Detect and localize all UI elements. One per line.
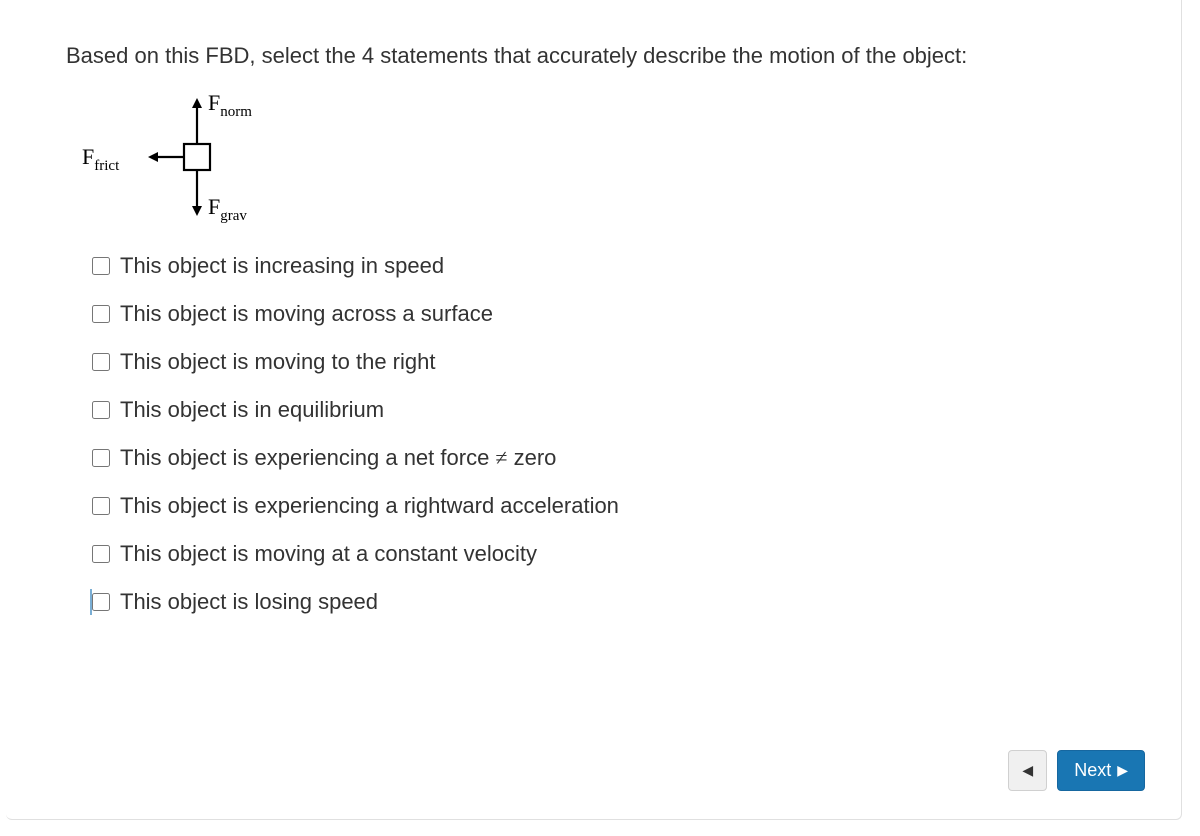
question-prompt: Based on this FBD, select the 4 statemen…	[66, 40, 1121, 72]
next-button-label: Next	[1074, 760, 1111, 781]
option-label-pre: This object is experiencing a net force	[120, 445, 495, 470]
option-row: This object is moving at a constant velo…	[92, 541, 1121, 567]
opt-increasing-speed-checkbox[interactable]	[92, 257, 110, 275]
option-row: This object is moving to the right	[92, 349, 1121, 375]
opt-equilibrium-checkbox[interactable]	[92, 401, 110, 419]
svg-text:Ffrict: Ffrict	[82, 144, 120, 174]
fbd-ffrict-main: F	[82, 144, 94, 169]
svg-text:Fnorm: Fnorm	[208, 90, 252, 120]
chevron-right-icon: ▶	[1117, 762, 1128, 779]
svg-text:Fgrav: Fgrav	[208, 194, 247, 224]
nav-buttons: ◀ Next ▶	[1008, 750, 1145, 791]
option-row: This object is moving across a surface	[92, 301, 1121, 327]
opt-constant-velocity-label: This object is moving at a constant velo…	[120, 541, 537, 567]
fbd-fgrav-sub: grav	[220, 208, 247, 224]
opt-equilibrium-label: This object is in equilibrium	[120, 397, 384, 423]
opt-constant-velocity-checkbox[interactable]	[92, 545, 110, 563]
options-list: This object is increasing in speed This o…	[92, 253, 1121, 615]
fbd-fgrav-main: F	[208, 194, 220, 219]
opt-net-force-checkbox[interactable]	[92, 449, 110, 467]
prev-button[interactable]: ◀	[1008, 750, 1047, 791]
opt-moving-right-checkbox[interactable]	[92, 353, 110, 371]
fbd-svg: Fnorm Ffrict Fgrav	[76, 86, 296, 226]
option-row: This object is losing speed	[90, 589, 1121, 615]
neq-symbol: ≠	[495, 445, 507, 470]
option-label-post: zero	[508, 445, 557, 470]
opt-increasing-speed-label: This object is increasing in speed	[120, 253, 444, 279]
option-row: This object is increasing in speed	[92, 253, 1121, 279]
question-panel: Based on this FBD, select the 4 statemen…	[6, 0, 1182, 820]
option-row: This object is experiencing a net force …	[92, 445, 1121, 471]
opt-rightward-accel-checkbox[interactable]	[92, 497, 110, 515]
opt-moving-surface-label: This object is moving across a surface	[120, 301, 493, 327]
opt-rightward-accel-label: This object is experiencing a rightward …	[120, 493, 619, 519]
opt-moving-right-label: This object is moving to the right	[120, 349, 435, 375]
fbd-fnorm-sub: norm	[220, 104, 252, 120]
option-row: This object is experiencing a rightward …	[92, 493, 1121, 519]
chevron-left-icon: ◀	[1022, 762, 1033, 779]
opt-moving-surface-checkbox[interactable]	[92, 305, 110, 323]
option-row: This object is in equilibrium	[92, 397, 1121, 423]
fbd-diagram: Fnorm Ffrict Fgrav	[76, 86, 1121, 231]
opt-losing-speed-checkbox[interactable]	[92, 593, 110, 611]
opt-losing-speed-label: This object is losing speed	[120, 589, 378, 615]
fbd-fnorm-main: F	[208, 90, 220, 115]
opt-net-force-label: This object is experiencing a net force …	[120, 445, 556, 471]
next-button[interactable]: Next ▶	[1057, 750, 1145, 791]
fbd-ffrict-sub: frict	[94, 158, 120, 174]
